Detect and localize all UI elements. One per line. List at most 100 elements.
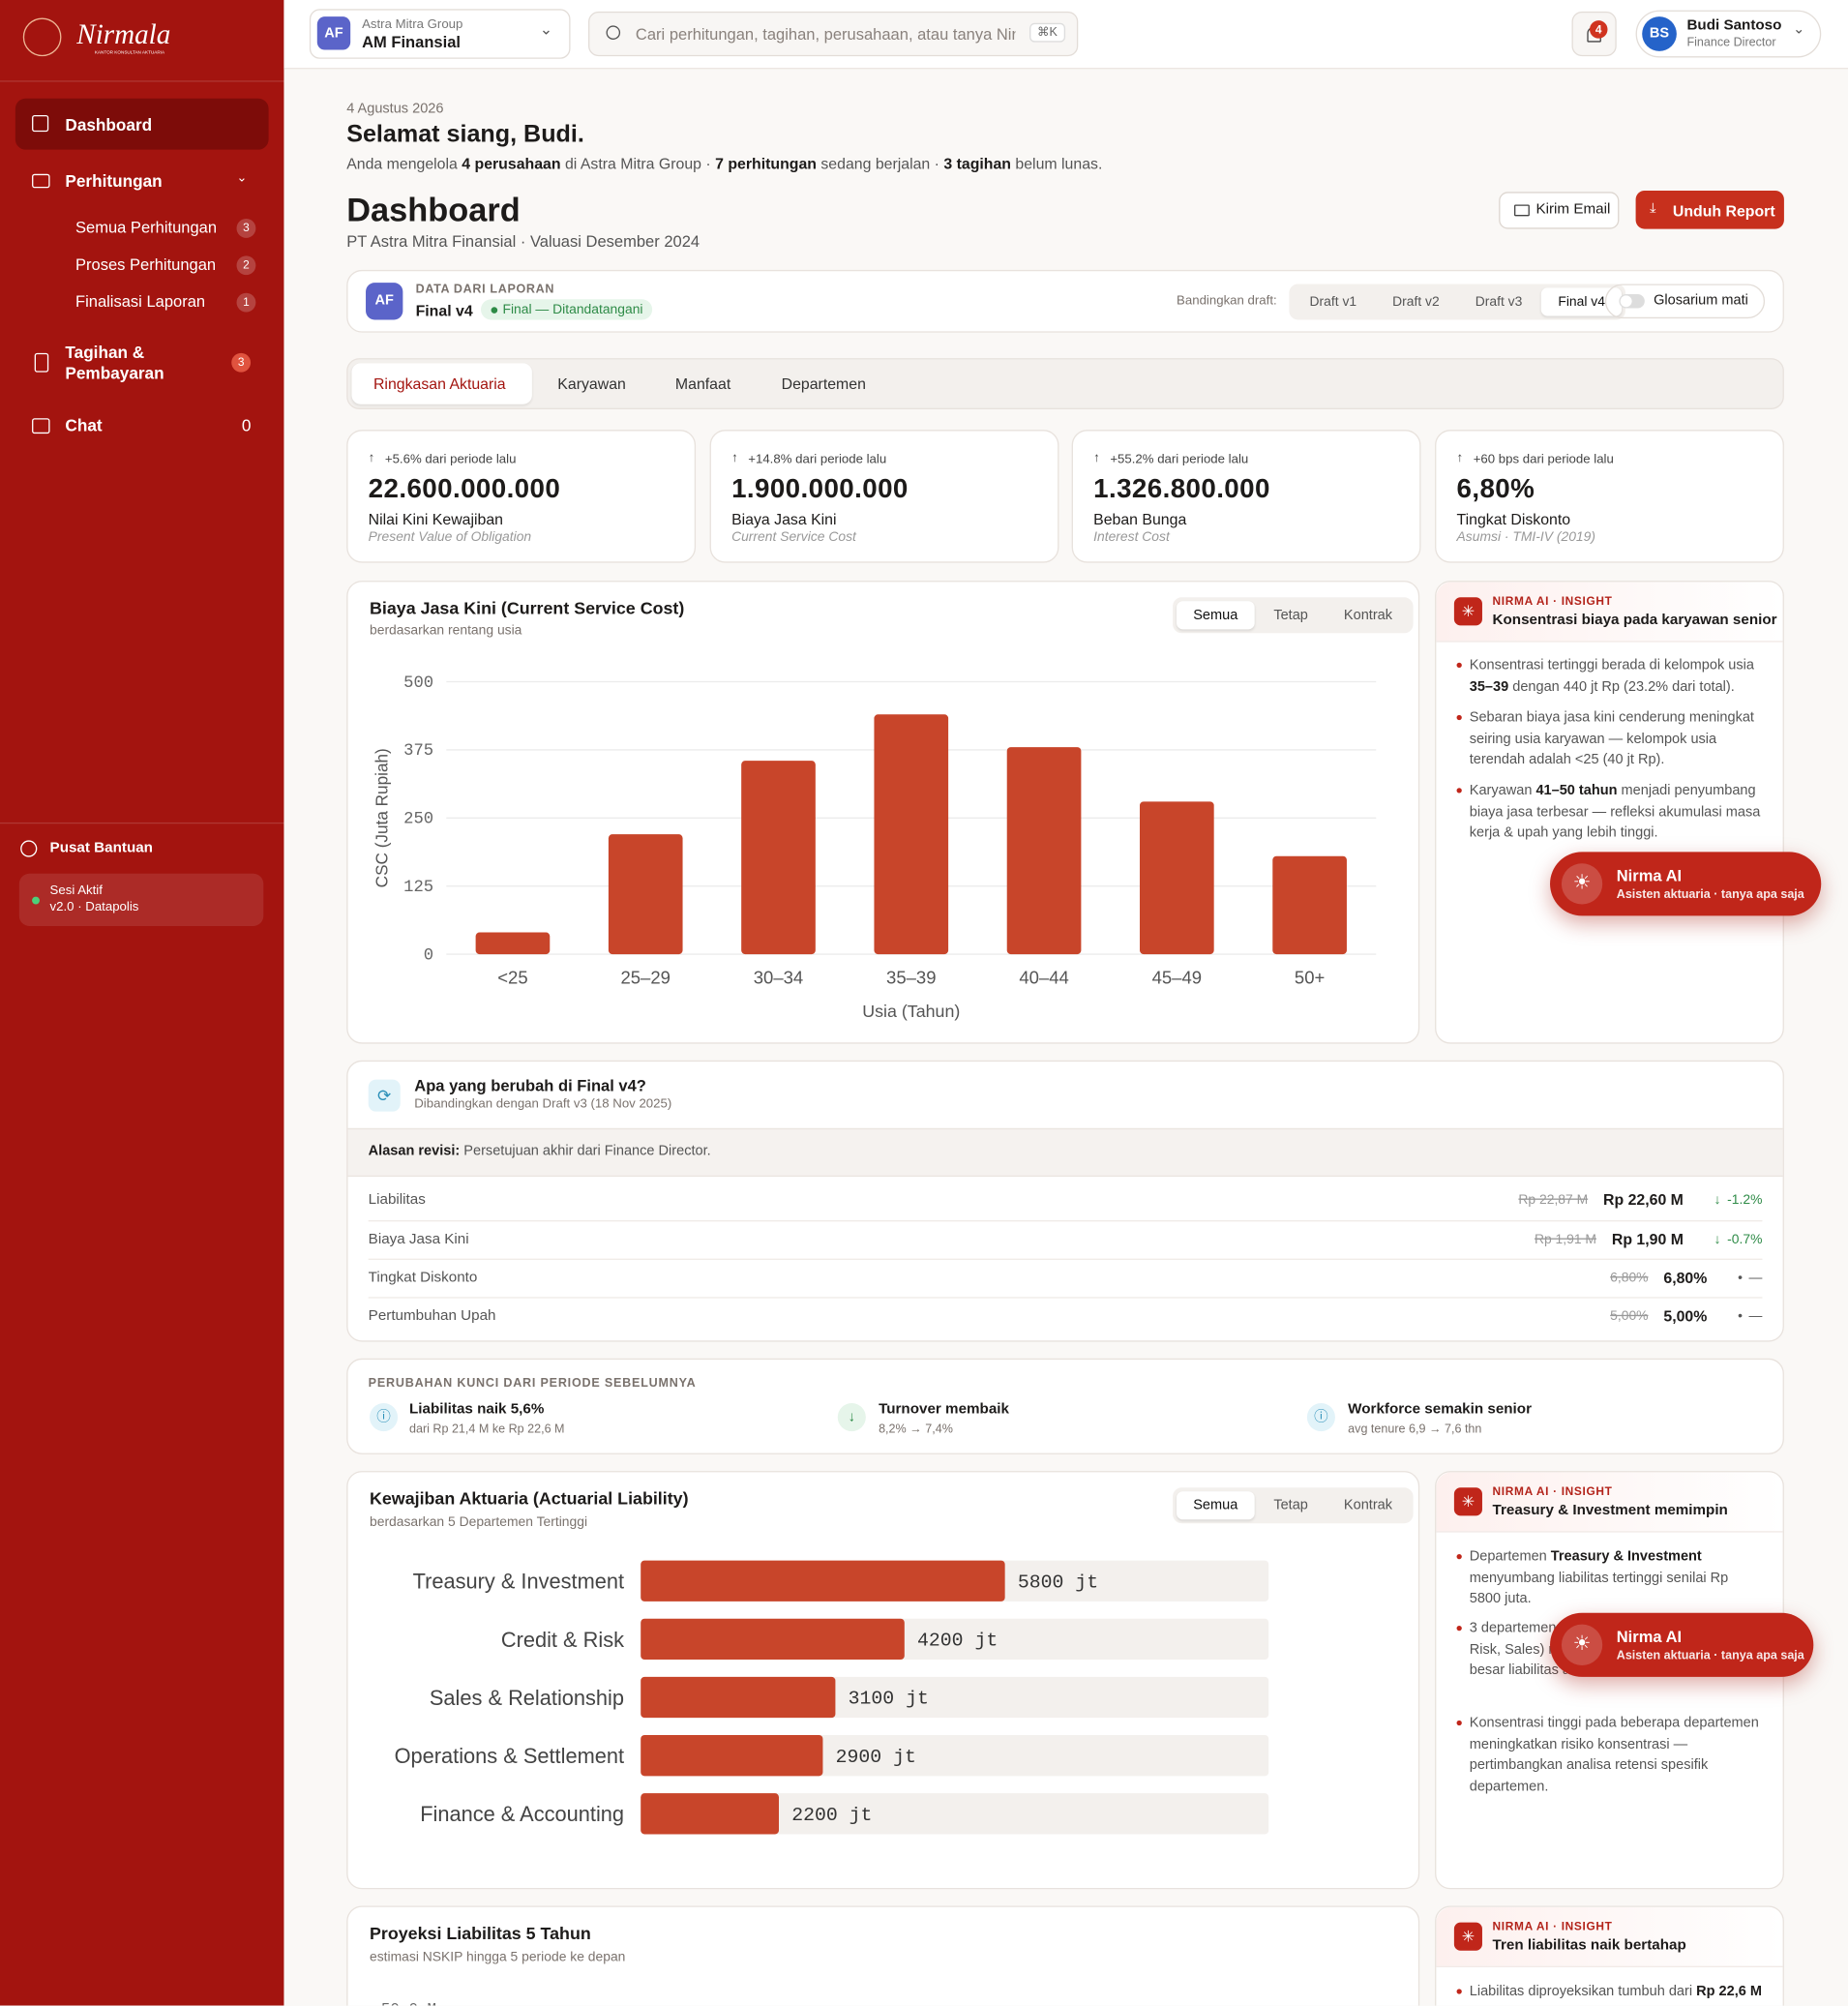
text: Konsentrasi tinggi pada beberapa departe… (1469, 1715, 1759, 1794)
filter-option[interactable]: Semua (1177, 601, 1255, 630)
filter-option[interactable]: Kontrak (1343, 607, 1393, 623)
tab[interactable]: Karyawan (557, 374, 626, 393)
nav-item[interactable]: Perhitungan (65, 171, 163, 191)
delta-value: — (1748, 1308, 1763, 1325)
chart-title: Biaya Jasa Kini (Current Service Cost) (370, 598, 685, 618)
draft[interactable]: Draft v2 (1392, 294, 1440, 310)
new-value: Rp 1,90 M (1611, 1230, 1684, 1249)
kpi-value: 1.326.800.000 (1093, 474, 1270, 504)
delta-value: — (1748, 1270, 1763, 1286)
row-label: Pertumbuhan Upah (368, 1308, 496, 1325)
tab[interactable]: Manfaat (674, 374, 731, 393)
key-change-title: Workforce semakin senior (1348, 1401, 1532, 1418)
chart-card (346, 1905, 1420, 2006)
nav-item[interactable]: Dashboard (65, 114, 153, 135)
refresh-icon: ⟳ (368, 1079, 401, 1112)
filter-option[interactable]: Semua (1177, 1491, 1255, 1520)
delta-icon: • (1738, 1270, 1743, 1286)
insight-tag: NIRMA AI · INSIGHT (1492, 594, 1613, 608)
assistant-button[interactable]: ☀ Nirma AI Asisten aktuaria · tanya apa … (1550, 852, 1822, 916)
text: Departemen (1469, 1548, 1551, 1565)
reason-band (347, 1127, 1783, 1178)
kpi-label: Tingkat Diskonto (1456, 510, 1571, 528)
new-value: Rp 22,60 M (1603, 1190, 1684, 1210)
tab[interactable]: Ringkasan Aktuaria (373, 374, 506, 393)
insight-card: ✳ NIRMA AI · INSIGHT Tren liabilitas nai… (1435, 1905, 1784, 2006)
notification-badge: 4 (1589, 20, 1608, 39)
insight-bullet: Departemen Treasury & Investment menyumb… (1456, 1546, 1761, 1609)
delta-icon: ↓ (1714, 1191, 1721, 1208)
icon (32, 114, 49, 133)
user-role: Finance Director (1686, 36, 1776, 50)
row-values: Rp 22,87 M Rp 22,60 M ↓ -1.2% (1518, 1191, 1762, 1210)
delta: ↓ -0.7% (1714, 1232, 1763, 1247)
key-change-title: Liabilitas naik 5,6% (408, 1401, 545, 1418)
assistant-icon: ☀ (1561, 1624, 1603, 1665)
nav-active[interactable] (15, 98, 269, 150)
user-avatar: BS (1642, 16, 1677, 51)
down-icon: ↓ (837, 1403, 866, 1432)
user-menu[interactable] (1635, 10, 1822, 58)
nav-item[interactable]: Chat (65, 415, 103, 435)
text: 4 perusahaan (462, 154, 561, 173)
text: Konsentrasi tertinggi berada di kelompok… (1469, 657, 1754, 674)
nav-item[interactable]: Tagihan & (65, 343, 145, 363)
insight-header (1436, 1472, 1783, 1533)
logo-caption: KANTOR KONSULTAN AKTUARIA (94, 49, 165, 55)
assistant-button[interactable]: ☀ Nirma AI Asisten aktuaria · tanya apa … (1550, 1612, 1814, 1677)
kpi-value: 6,80% (1456, 474, 1535, 504)
chart-subtitle: berdasarkan rentang usia (370, 622, 522, 639)
tab-bar (346, 358, 1784, 409)
delta-value: -1.2% (1727, 1191, 1763, 1208)
new-value: 6,80% (1663, 1269, 1708, 1287)
key-changes-title: PERUBAHAN KUNCI DARI PERIODE SEBELUMNYA (368, 1376, 697, 1391)
insight-title: Konsentrasi biaya pada karyawan senior (1492, 613, 1777, 629)
filter-option[interactable]: Tetap (1273, 1497, 1308, 1513)
page-title: Dashboard (346, 190, 521, 229)
nav-subitem[interactable]: Semua Perhitungan (75, 219, 218, 237)
email-button[interactable] (1499, 192, 1620, 229)
company-selector[interactable] (309, 9, 571, 59)
reason-text: Persetujuan akhir dari Finance Director. (463, 1143, 711, 1159)
insight-card: ✳ NIRMA AI · INSIGHT Treasury & Investme… (1435, 1471, 1784, 1890)
insight-icon: ✳ (1453, 1487, 1482, 1516)
chart-title: Proyeksi Liabilitas 5 Tahun (370, 1923, 591, 1943)
text: menjadi penyumbang biaya jasa terbesar —… (1469, 782, 1761, 841)
row-values: 5,00% 5,00% • — (1610, 1307, 1762, 1326)
draft[interactable]: Draft v3 (1475, 294, 1523, 310)
kpi-card: ↑ +14.8% dari periode lalu 1.900.000.000 Bi… (709, 430, 1059, 563)
kpi-label: Biaya Jasa Kini (731, 510, 837, 528)
tab-active[interactable] (351, 363, 532, 404)
filter-option[interactable]: Tetap (1273, 607, 1308, 623)
old-value: 5,00% (1610, 1308, 1649, 1325)
kpi-change: +60 bps dari periode lalu (1473, 452, 1614, 467)
kpi-label: Beban Bunga (1093, 510, 1187, 528)
kpi-sublabel: Present Value of Obligation (368, 529, 532, 546)
search-box[interactable] (588, 11, 1079, 57)
nav-subitem[interactable]: Finalisasi Laporan (75, 292, 206, 312)
nav-item[interactable]: Pembayaran (65, 363, 164, 383)
insight-title: Treasury & Investment memimpin (1492, 1503, 1728, 1518)
chevron: ⌄ (539, 20, 553, 39)
glossary-toggle[interactable] (1604, 284, 1766, 319)
tab[interactable]: Departemen (781, 374, 866, 393)
row-label: Biaya Jasa Kini (368, 1231, 469, 1247)
date: 4 Agustus 2026 (346, 101, 444, 117)
kpi-label: Nilai Kini Kewajiban (368, 510, 503, 528)
filter-option[interactable]: Kontrak (1343, 1497, 1393, 1513)
delta: • — (1738, 1308, 1762, 1324)
nav-subitem[interactable]: Proses Perhitungan (75, 255, 217, 274)
kpi-card: ↑ +5.6% dari periode lalu 22.600.000.000 Ni… (346, 430, 697, 563)
user-name: Budi Santoso (1686, 17, 1782, 34)
text: 3 tagihan (943, 154, 1012, 173)
help-link[interactable]: Pusat Bantuan (49, 840, 153, 856)
kpi-value: 22.600.000.000 (368, 474, 561, 504)
kpi-arrow: ↑ (1456, 451, 1464, 466)
draft[interactable]: Draft v1 (1309, 294, 1357, 310)
row-label: Tingkat Diskonto (368, 1270, 478, 1286)
switch-knob (1620, 295, 1632, 308)
download-button[interactable] (1635, 190, 1784, 229)
delta: • — (1738, 1271, 1762, 1286)
info-icon: ⓘ (370, 1403, 399, 1432)
